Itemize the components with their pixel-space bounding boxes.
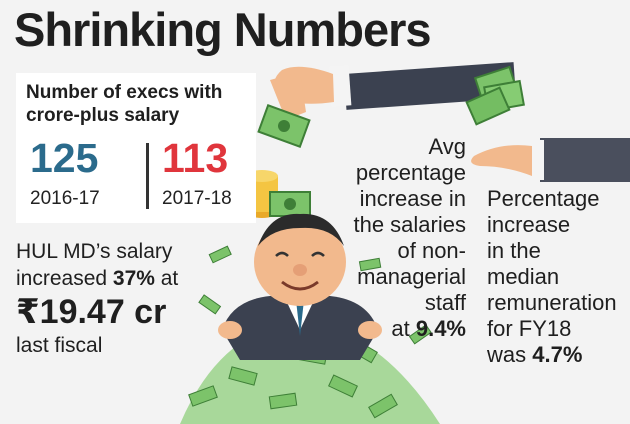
avg-line: increase in bbox=[359, 186, 466, 211]
avg-increase-text: Avg percentage increase in the salaries … bbox=[350, 134, 466, 342]
businessman-icon bbox=[218, 213, 382, 360]
stat-divider bbox=[146, 143, 149, 209]
avg-line: Avg bbox=[428, 134, 466, 159]
median-line: remuneration bbox=[487, 290, 617, 315]
avg-last-line: at 9.4% bbox=[350, 316, 466, 342]
avg-line: staff bbox=[424, 290, 466, 315]
hul-line2-pct: 37% bbox=[112, 267, 155, 290]
stat-heading: Number of execs with crore-plus salary bbox=[26, 82, 223, 126]
receiving-hand-icon bbox=[471, 138, 630, 182]
money-hand-icon bbox=[274, 62, 525, 126]
median-last-pre: was bbox=[487, 342, 533, 367]
median-line: increase bbox=[487, 212, 571, 237]
hul-line2: increased 37% at bbox=[16, 265, 178, 292]
hul-md-salary: HUL MD’s salary increased 37% at ₹19.47 … bbox=[16, 238, 178, 359]
stat-year-2016: 2016-17 bbox=[30, 188, 100, 209]
stat-year-2017: 2017-18 bbox=[162, 188, 232, 209]
stat-value-2016: 125 bbox=[30, 135, 99, 181]
avg-value: 9.4% bbox=[415, 316, 466, 341]
median-line: Percentage bbox=[487, 186, 600, 211]
hul-amount: ₹19.47 cr bbox=[16, 293, 167, 331]
stat-box: Number of execs with crore-plus salary 1… bbox=[16, 73, 256, 223]
median-last-line: was 4.7% bbox=[487, 342, 627, 368]
hul-line1: HUL MD’s salary bbox=[16, 240, 173, 263]
median-increase-text: Percentage increase in the median remune… bbox=[487, 186, 627, 368]
hul-line4: last fiscal bbox=[16, 334, 103, 357]
avg-line: the salaries bbox=[353, 212, 466, 237]
avg-line: managerial bbox=[357, 264, 466, 289]
hul-line2-post: at bbox=[154, 267, 179, 290]
stat-value-2017: 113 bbox=[162, 135, 229, 181]
avg-line: of non- bbox=[397, 238, 467, 263]
page-title: Shrinking Numbers bbox=[14, 3, 432, 56]
hand-with-cash-icon bbox=[257, 72, 311, 148]
avg-line: percentage bbox=[355, 160, 466, 185]
median-line: for FY18 bbox=[487, 316, 572, 341]
median-line: in the bbox=[487, 238, 541, 263]
median-value: 4.7% bbox=[532, 342, 583, 367]
avg-last-pre: at bbox=[391, 316, 416, 341]
hul-line2-pre: increased bbox=[16, 267, 113, 290]
median-line: median bbox=[487, 264, 560, 289]
